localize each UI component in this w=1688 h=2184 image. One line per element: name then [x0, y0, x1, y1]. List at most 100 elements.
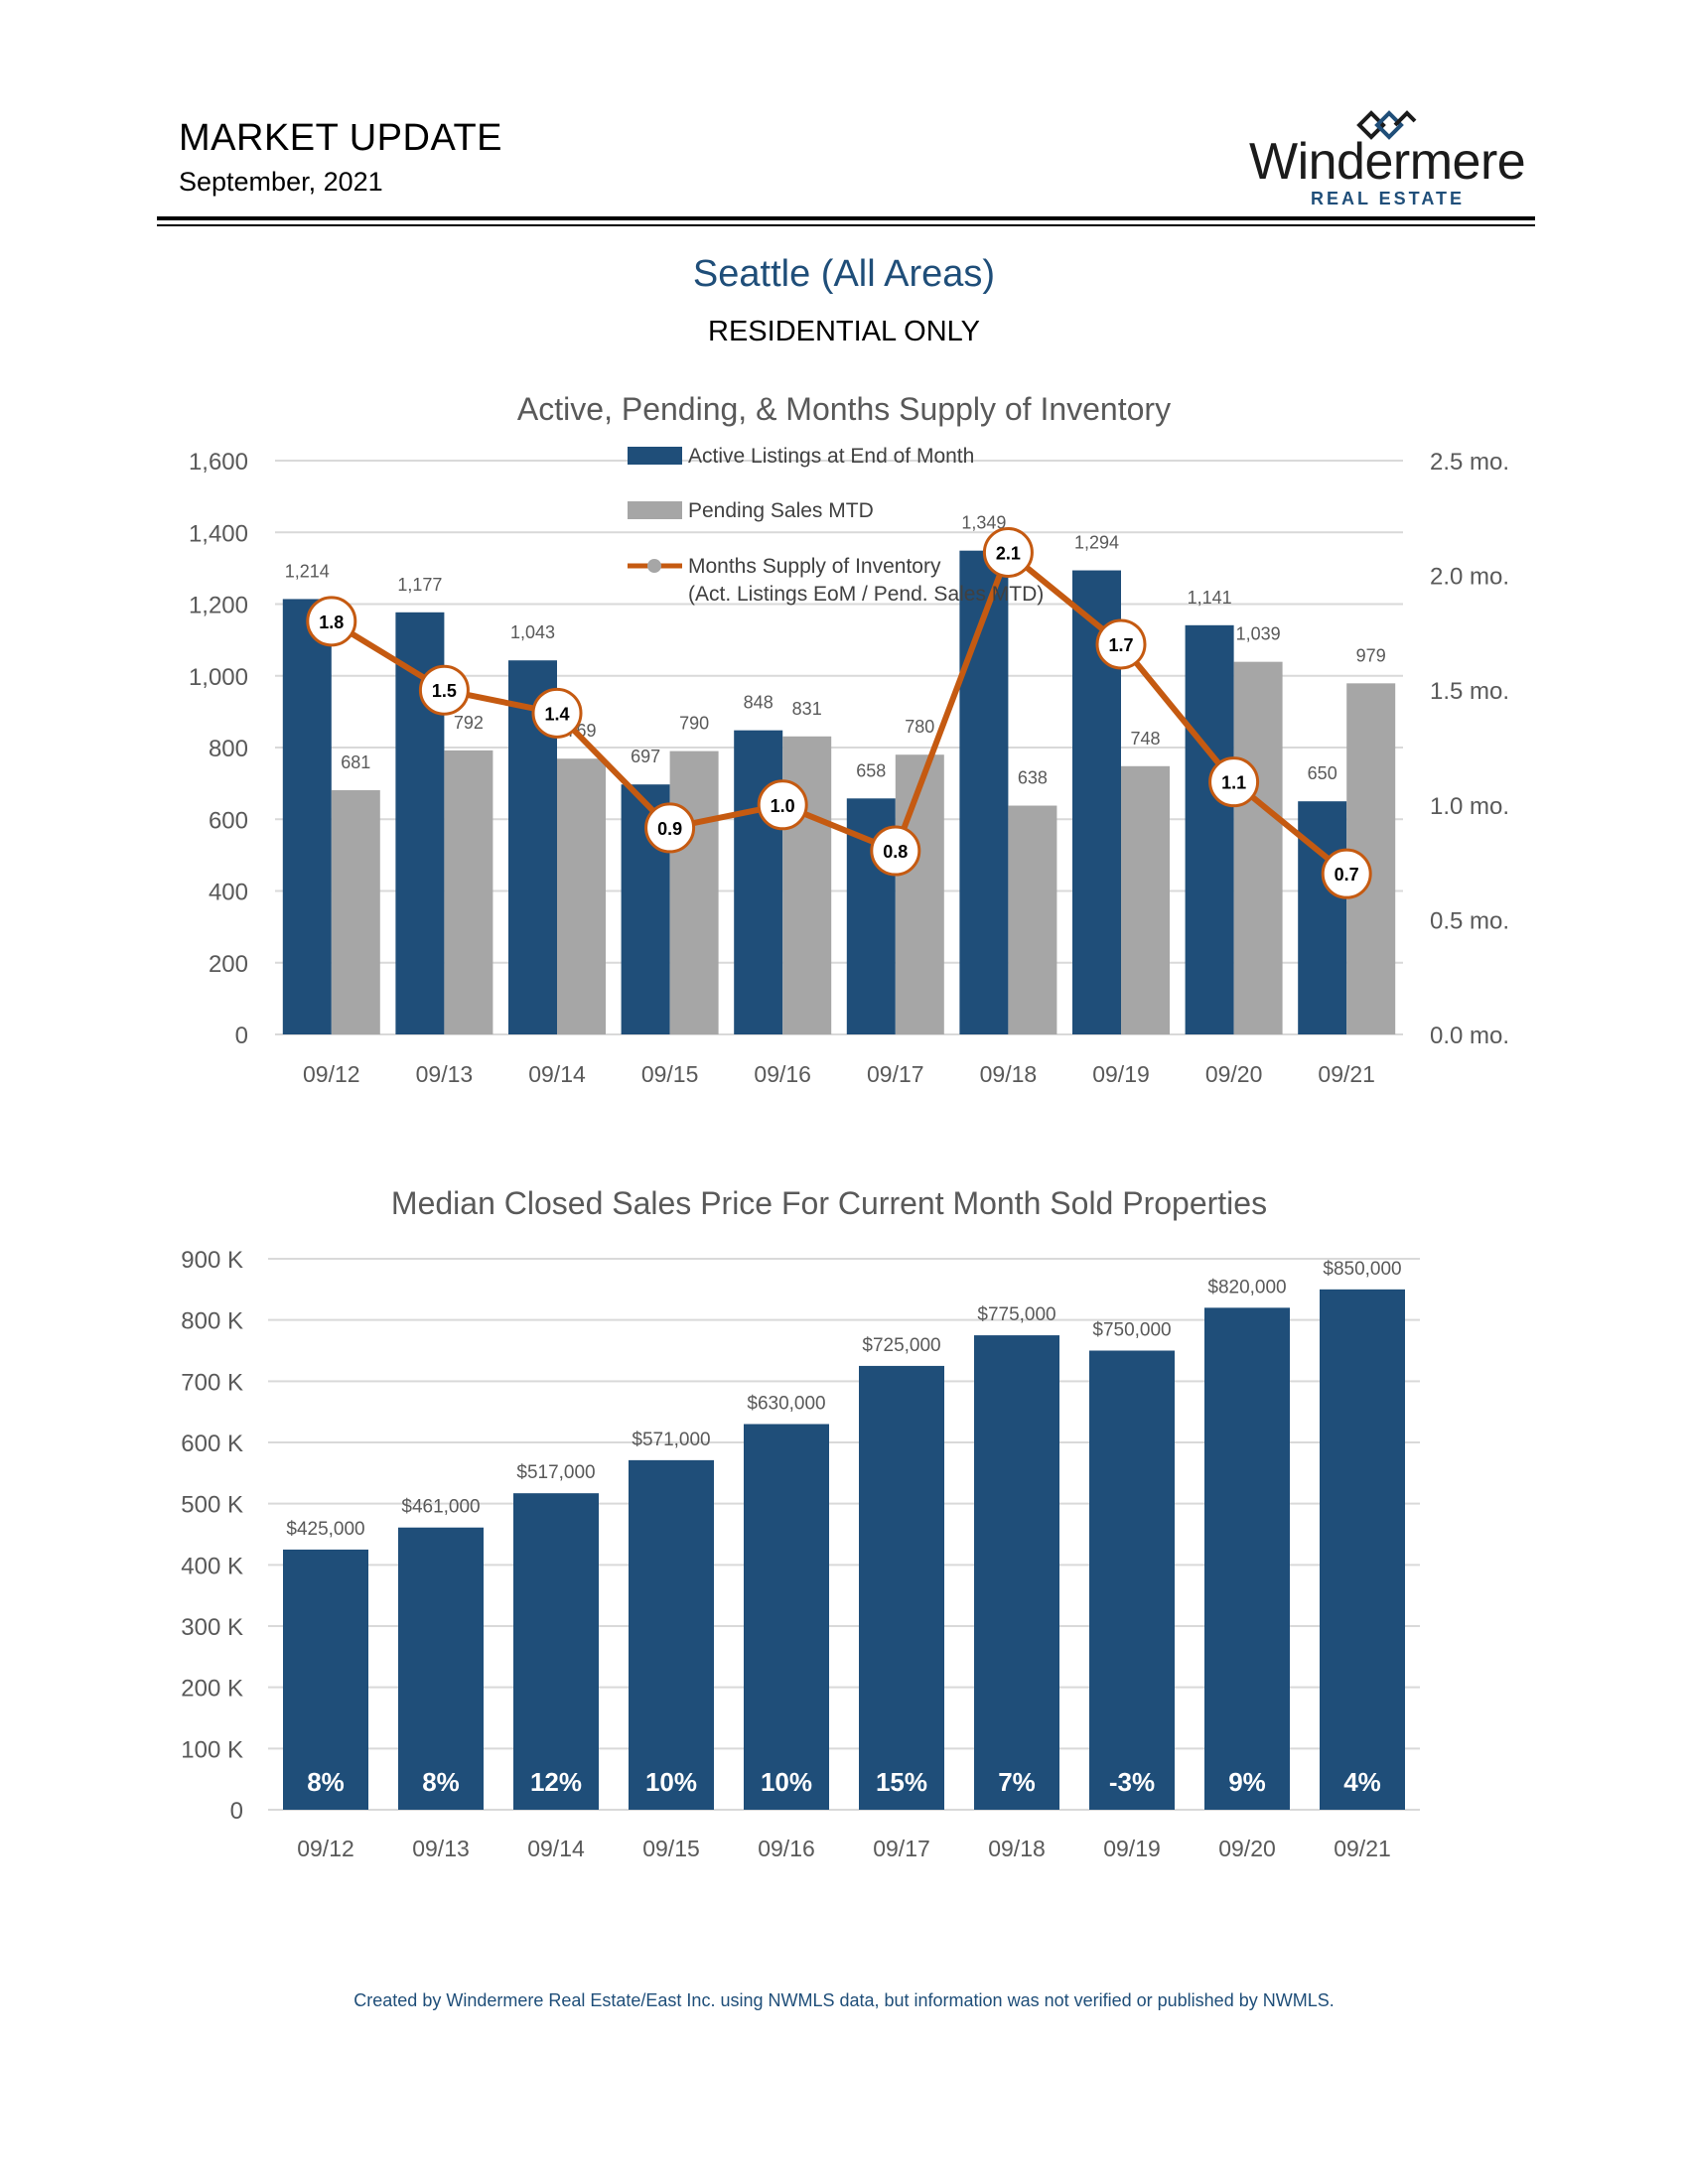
- y-tick-label: 1,200: [189, 593, 248, 619]
- x-tick-label: 09/16: [754, 1061, 811, 1087]
- months-supply-label: 1.4: [544, 704, 569, 724]
- active-listings-bar: [282, 599, 332, 1034]
- inventory-chart-legend: Active Listings at End of Month Pending …: [628, 445, 1044, 606]
- logo-wordmark: Windermere: [1249, 133, 1526, 191]
- y-tick-label: 500 K: [181, 1492, 243, 1519]
- median-price-label: $850,000: [1323, 1259, 1401, 1280]
- median-price-label: $725,000: [862, 1335, 940, 1356]
- pending-sales-label: 979: [1356, 645, 1386, 665]
- active-listings-label: 1,294: [1074, 533, 1119, 553]
- x-tick-label: 09/18: [988, 1836, 1046, 1861]
- y-tick-label: 800 K: [181, 1308, 243, 1335]
- median-price-chart-title: Median Closed Sales Price For Current Mo…: [391, 1185, 1267, 1221]
- y-tick-label: 0: [235, 1023, 248, 1049]
- months-supply-marker: [982, 526, 1034, 578]
- months-supply-label: 2.1: [996, 543, 1021, 563]
- pending-sales-bar: [1121, 765, 1170, 1034]
- pending-sales-label: 831: [792, 699, 822, 719]
- report-title: MARKET UPDATE: [179, 117, 503, 159]
- region-title: Seattle (All Areas): [692, 253, 996, 295]
- months-supply-marker: [870, 825, 921, 877]
- active-listings-label: 1,177: [397, 575, 442, 595]
- x-tick-label: 09/20: [1218, 1836, 1276, 1861]
- yoy-change-label: 10%: [645, 1767, 697, 1797]
- months-supply-marker: [531, 687, 583, 739]
- x-tick-label: 09/14: [527, 1836, 585, 1861]
- logo-subtitle: REAL ESTATE: [1311, 189, 1466, 208]
- active-listings-label: 658: [856, 760, 886, 780]
- months-supply-label: 1.1: [1221, 773, 1246, 793]
- pending-sales-bar: [669, 751, 719, 1034]
- x-tick-label: 09/16: [758, 1836, 815, 1861]
- months-supply-marker: [1095, 618, 1147, 670]
- y-tick-label: 400 K: [181, 1553, 243, 1579]
- active-listings-label: 1,349: [961, 513, 1006, 533]
- months-supply-label: 0.9: [657, 819, 682, 839]
- months-supply-marker: [418, 664, 470, 716]
- x-tick-label: 09/15: [641, 1061, 699, 1087]
- y-tick-label: 600 K: [181, 1431, 243, 1457]
- y-tick-label: 100 K: [181, 1736, 243, 1763]
- median-price-label: $517,000: [516, 1462, 595, 1483]
- pending-sales-label: 638: [1018, 768, 1048, 788]
- x-tick-label: 09/13: [416, 1061, 474, 1087]
- pending-sales-label: 1,039: [1236, 624, 1281, 644]
- data-source-footer: Created by Windermere Real Estate/East I…: [353, 1990, 1335, 2010]
- y-tick-label: 1,000: [189, 664, 248, 691]
- active-listings-label: 650: [1308, 763, 1337, 783]
- median-price-bar: [859, 1365, 944, 1810]
- y-tick-label: 600: [209, 807, 248, 834]
- active-listings-label: 1,214: [285, 561, 330, 581]
- median-price-bar: [398, 1527, 484, 1810]
- y-tick-label: 200: [209, 951, 248, 978]
- median-price-label: $425,000: [286, 1519, 364, 1540]
- header-rule-thin: [157, 224, 1535, 226]
- legend-swatch-pending: [628, 501, 682, 519]
- y2-tick-label: 1.0 mo.: [1430, 793, 1509, 820]
- y-tick-label: 200 K: [181, 1676, 243, 1703]
- x-tick-label: 09/17: [873, 1836, 930, 1861]
- median-price-chart: Median Closed Sales Price For Current Mo…: [181, 1185, 1420, 1861]
- yoy-change-label: -3%: [1109, 1767, 1155, 1797]
- active-listings-label: 1,043: [510, 622, 555, 642]
- legend-label-supply: Months Supply of Inventory: [688, 555, 941, 578]
- inventory-chart: Active, Pending, & Months Supply of Inve…: [189, 391, 1509, 1087]
- active-listings-bar: [1185, 624, 1234, 1034]
- y-tick-label: 1,600: [189, 449, 248, 476]
- median-price-bar: [283, 1549, 368, 1810]
- y2-tick-label: 0.5 mo.: [1430, 907, 1509, 934]
- residential-subtitle: RESIDENTIAL ONLY: [708, 316, 980, 347]
- median-price-bar: [1320, 1289, 1405, 1810]
- legend-label-pending: Pending Sales MTD: [688, 499, 874, 522]
- legend-label-supply-formula: (Act. Listings EoM / Pend. Sales MTD): [688, 583, 1044, 606]
- months-supply-label: 0.8: [883, 842, 908, 862]
- months-supply-label: 1.0: [771, 796, 795, 816]
- yoy-change-label: 4%: [1343, 1767, 1381, 1797]
- header-rule-thick: [157, 216, 1535, 220]
- pending-sales-label: 681: [341, 752, 370, 772]
- pending-sales-label: 780: [905, 717, 934, 737]
- y-tick-label: 900 K: [181, 1247, 243, 1274]
- median-price-bar: [1089, 1350, 1175, 1810]
- legend-label-active: Active Listings at End of Month: [688, 445, 974, 468]
- legend-swatch-supply-marker: [647, 559, 661, 573]
- y2-tick-label: 2.0 mo.: [1430, 564, 1509, 591]
- pending-sales-label: 790: [679, 714, 709, 734]
- yoy-change-label: 15%: [876, 1767, 927, 1797]
- x-tick-label: 09/21: [1334, 1836, 1391, 1861]
- months-supply-marker: [644, 802, 696, 854]
- y2-tick-label: 2.5 mo.: [1430, 449, 1509, 476]
- median-price-label: $571,000: [632, 1430, 710, 1450]
- windermere-logo-icon: [1356, 110, 1417, 140]
- y2-tick-label: 1.5 mo.: [1430, 678, 1509, 705]
- x-tick-label: 09/18: [980, 1061, 1038, 1087]
- y-tick-label: 1,400: [189, 520, 248, 547]
- x-tick-label: 09/20: [1205, 1061, 1263, 1087]
- x-tick-label: 09/21: [1318, 1061, 1375, 1087]
- inventory-chart-title: Active, Pending, & Months Supply of Inve…: [517, 391, 1171, 427]
- y-tick-label: 400: [209, 880, 248, 906]
- pending-sales-label: 792: [454, 713, 484, 733]
- months-supply-line: [330, 549, 1349, 877]
- x-tick-label: 09/14: [528, 1061, 586, 1087]
- months-supply-marker: [306, 596, 357, 647]
